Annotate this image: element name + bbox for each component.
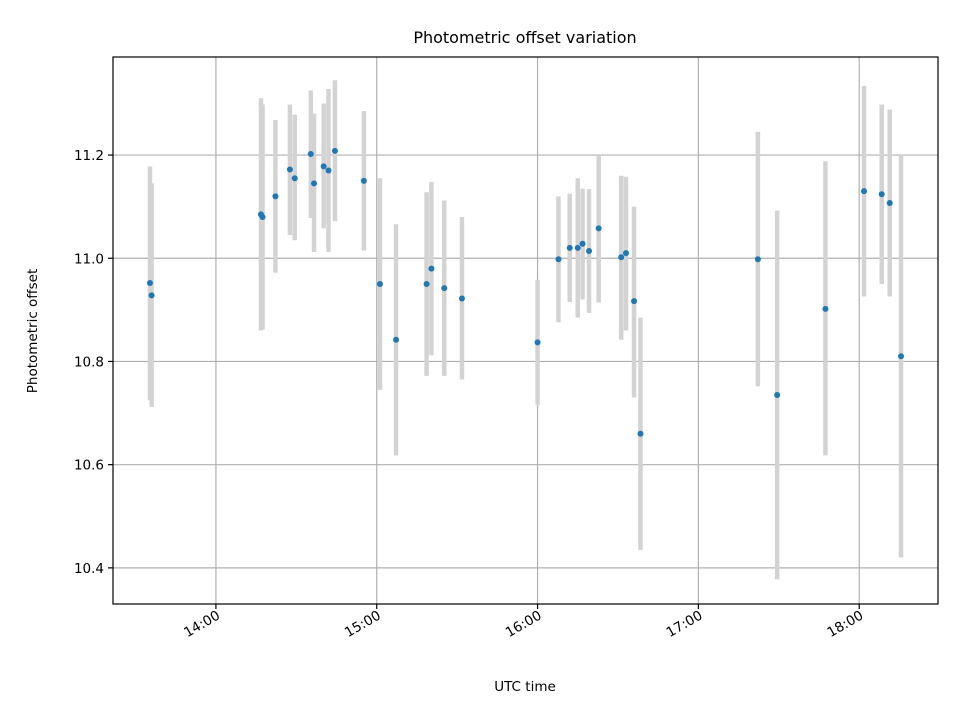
data-point	[376, 281, 383, 288]
data-point	[878, 191, 885, 198]
x-tick-label: 16:00	[503, 608, 545, 641]
plot-background	[113, 57, 938, 604]
data-point	[259, 213, 266, 220]
y-axis-label: Photometric offset	[25, 269, 41, 393]
y-axis-ticks: 10.4 10.6 10.8 11.0 11.2	[74, 148, 113, 577]
data-point	[861, 188, 868, 195]
x-tick-label: 14:00	[181, 608, 223, 641]
data-point	[307, 151, 314, 158]
data-points	[146, 147, 905, 437]
data-point	[458, 295, 465, 302]
x-axis-label: UTC time	[494, 679, 556, 695]
data-point	[566, 244, 573, 251]
chart-title: Photometric offset variation	[413, 28, 636, 47]
data-point	[441, 285, 448, 292]
data-point	[898, 353, 905, 360]
data-point	[331, 147, 338, 154]
x-tick-label: 17:00	[664, 608, 706, 641]
data-point	[579, 240, 586, 247]
data-point	[822, 305, 829, 312]
data-point	[325, 167, 332, 174]
data-point	[286, 166, 293, 173]
x-tick-label: 18:00	[825, 608, 867, 641]
data-point	[586, 248, 593, 255]
data-point	[146, 280, 153, 287]
data-point	[320, 163, 327, 170]
data-point	[393, 336, 400, 343]
y-tick-label: 10.4	[74, 561, 104, 577]
data-point	[631, 298, 638, 305]
data-point	[574, 244, 581, 251]
y-grid	[113, 154, 938, 569]
x-tick-label: 15:00	[342, 608, 384, 641]
data-point	[428, 265, 435, 272]
y-tick-label: 11.2	[74, 148, 104, 164]
data-point	[423, 281, 430, 288]
plot-frame	[112, 56, 939, 605]
data-point	[534, 339, 541, 346]
data-point	[637, 430, 644, 437]
data-point	[272, 193, 279, 200]
data-point	[360, 177, 367, 184]
data-point	[311, 180, 318, 187]
data-point	[886, 200, 893, 207]
data-point	[555, 256, 562, 263]
data-point	[291, 175, 298, 182]
data-point	[148, 292, 155, 299]
data-point	[618, 254, 625, 261]
y-tick-label: 10.6	[74, 458, 104, 474]
data-point	[623, 250, 630, 257]
y-tick-label: 11.0	[74, 251, 104, 267]
y-tick-label: 10.8	[74, 354, 104, 370]
data-point	[754, 256, 761, 263]
data-point	[774, 392, 781, 399]
data-point	[595, 225, 602, 232]
x-axis-ticks: 14:00 15:00 16:00 17:00 18:00	[181, 604, 866, 641]
